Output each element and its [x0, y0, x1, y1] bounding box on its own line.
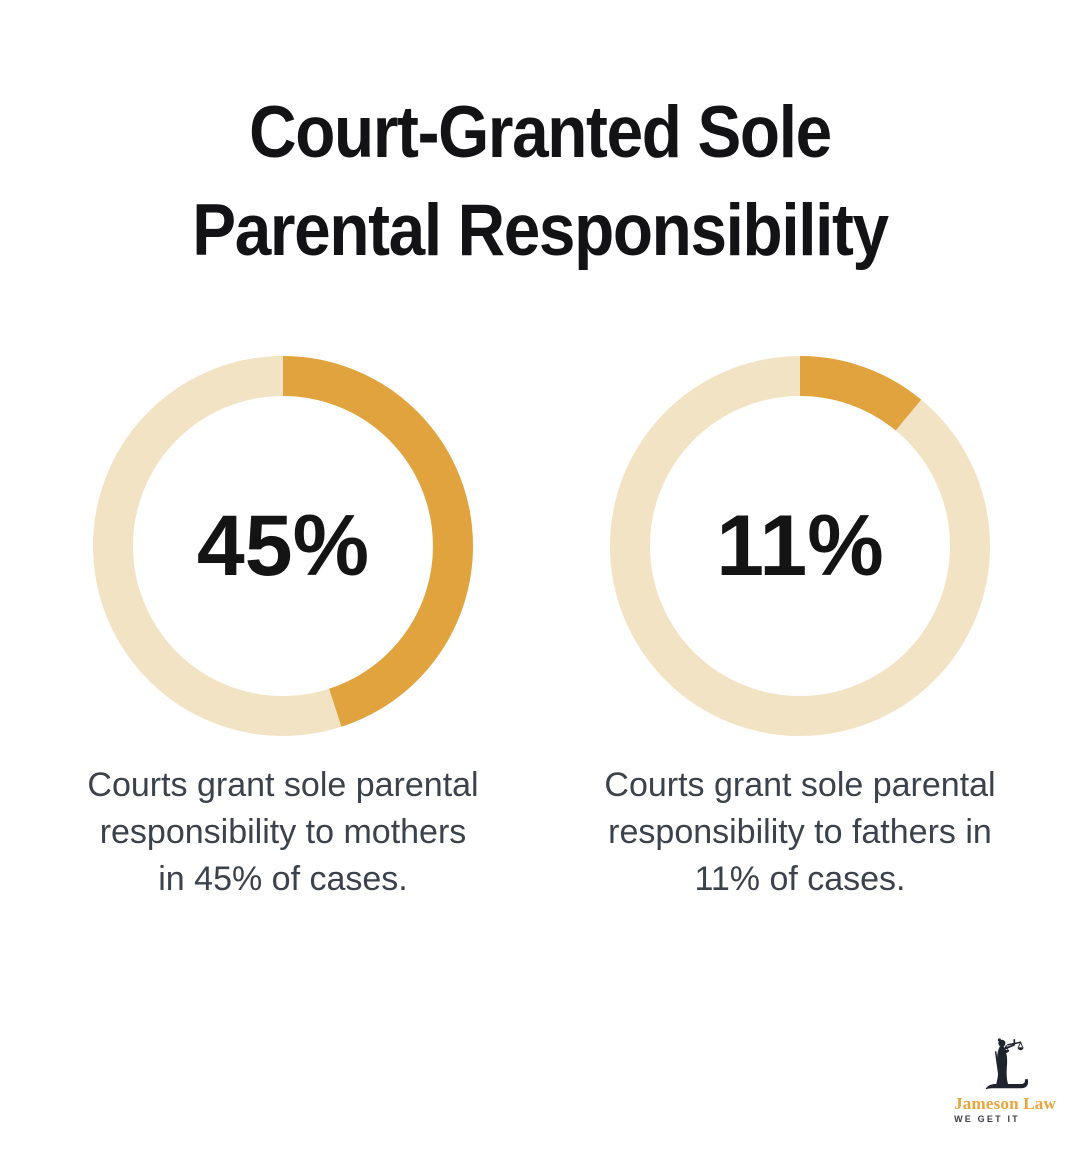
lady-justice-icon: [985, 1038, 1029, 1090]
caption-line: Courts grant sole parental: [87, 766, 479, 804]
donut-mothers: 45%: [93, 356, 473, 736]
donut-fathers: 11%: [610, 356, 990, 736]
donut-value-label-mothers: 45%: [196, 497, 370, 594]
brand-logo: Jameson Law WE GET IT: [935, 1036, 1075, 1126]
caption-line: in 45% of cases.: [158, 860, 408, 898]
donut-value-label-fathers: 11%: [716, 497, 884, 594]
chart-caption-mothers: Courts grant sole parental responsibilit…: [43, 762, 523, 903]
caption-line: 11% of cases.: [694, 860, 906, 898]
chart-caption-fathers: Courts grant sole parental responsibilit…: [560, 762, 1040, 903]
brand-tagline: WE GET IT: [954, 1114, 1020, 1124]
page-title-line-1: Court-Granted Sole: [249, 92, 832, 173]
donut-ring-fathers-icon: [610, 356, 990, 736]
donut-value-arc-fathers: [610, 356, 990, 736]
page-title-line-2: Parental Responsibility: [192, 190, 889, 271]
page-title: Court-Granted Sole Parental Responsibili…: [54, 84, 1026, 280]
donut-ring-mothers-icon: [93, 356, 473, 736]
donut-chart-mothers: 45% Courts grant sole parental responsib…: [43, 356, 523, 903]
brand-name: Jameson Law: [954, 1094, 1056, 1113]
donut-chart-fathers: 11% Courts grant sole parental responsib…: [560, 356, 1040, 903]
donut-value-arc-mothers: [93, 356, 473, 736]
caption-line: Courts grant sole parental: [604, 766, 996, 804]
caption-line: responsibility to fathers in: [608, 813, 992, 851]
caption-line: responsibility to mothers: [99, 813, 467, 851]
brand-text: Jameson Law WE GET IT: [954, 1095, 1056, 1124]
